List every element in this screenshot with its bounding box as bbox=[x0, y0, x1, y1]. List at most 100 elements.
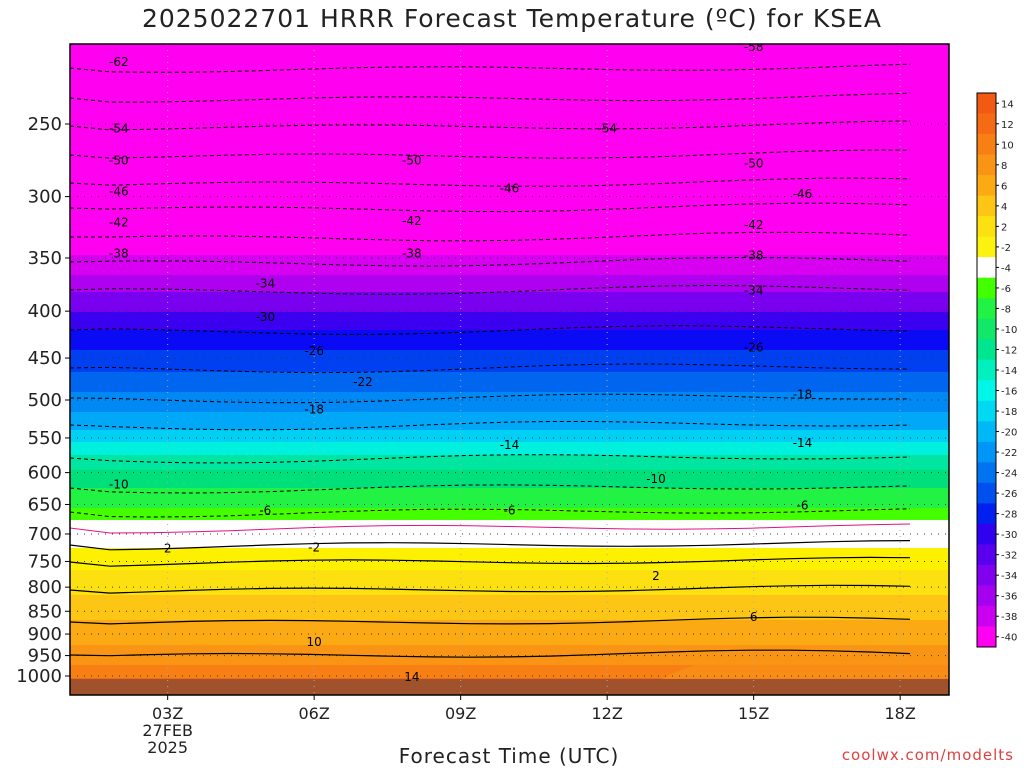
y-tick-label: 700 bbox=[28, 524, 62, 545]
colorbar-tick-label: -18 bbox=[1001, 407, 1017, 418]
contour-line bbox=[70, 584, 911, 594]
contour-label: -42 bbox=[744, 218, 764, 232]
colorbar-legend: 14 12 10 8 6 4 2 -2 -4 -6 -8 -10 -12 -14 -16 -18 -20 -22 -… bbox=[976, 92, 1017, 648]
colorbar-swatch bbox=[977, 154, 996, 176]
colorbar-tick-label: -20 bbox=[1001, 428, 1017, 439]
contour-label: 6 bbox=[750, 610, 758, 624]
contour-label: -46 bbox=[109, 184, 129, 198]
contour-lines bbox=[70, 63, 911, 658]
contour-labels: -62-58-54 -54-50 -50 -50-46 -46 -46-42 -42 -42-… bbox=[109, 40, 813, 684]
contour-label: -58 bbox=[744, 40, 764, 54]
contour-line bbox=[70, 284, 911, 295]
colorbar-tick-label: -34 bbox=[1001, 571, 1017, 582]
contour-label: -26 bbox=[744, 340, 764, 354]
contour-label: -54 bbox=[597, 122, 617, 136]
y-tick-label: 900 bbox=[28, 624, 62, 645]
colorbar-tick-label: -14 bbox=[1001, 366, 1017, 377]
temperature-band bbox=[70, 275, 949, 293]
contour-label: -6 bbox=[504, 504, 516, 518]
contour-label: -34 bbox=[256, 276, 276, 290]
colorbar-swatch bbox=[977, 236, 996, 258]
temperature-band bbox=[70, 442, 949, 456]
colorbar-swatch bbox=[977, 400, 996, 422]
contour-label: -34 bbox=[744, 284, 764, 298]
credit-link[interactable]: coolwx.com/modelts bbox=[841, 746, 1014, 764]
colorbar-tick-label: -26 bbox=[1001, 489, 1017, 500]
contour-label: -38 bbox=[402, 246, 422, 260]
y-tick-label: 550 bbox=[28, 428, 62, 449]
colorbar-swatch bbox=[977, 421, 996, 443]
y-tick-label: 250 bbox=[28, 114, 62, 135]
temperature-band bbox=[70, 330, 949, 351]
colorbar-tick-label: -2 bbox=[1001, 243, 1011, 254]
y-tick-label: 850 bbox=[28, 601, 62, 622]
colorbar-swatch bbox=[977, 216, 996, 238]
grid-lines bbox=[70, 44, 949, 695]
contour-label: -42 bbox=[402, 214, 422, 228]
colorbar-swatch bbox=[977, 626, 996, 648]
y-tick-label: 950 bbox=[28, 646, 62, 667]
contour-label: -62 bbox=[109, 55, 129, 69]
colorbar-tick-label: 14 bbox=[1001, 99, 1014, 110]
contour-label: -18 bbox=[793, 387, 813, 401]
colorbar-swatch bbox=[977, 195, 996, 217]
x-tick-label: 03Z bbox=[152, 704, 183, 723]
temperature-band bbox=[70, 255, 949, 276]
temperature-band bbox=[70, 470, 949, 489]
contour-line bbox=[70, 484, 911, 494]
colorbar-swatch bbox=[977, 257, 996, 279]
colorbar-swatch bbox=[977, 544, 996, 566]
y-tick-label: 500 bbox=[28, 390, 62, 411]
y-tick-label: 1000 bbox=[16, 666, 62, 687]
contour-label: -50 bbox=[402, 154, 422, 168]
contour-line bbox=[70, 421, 911, 431]
colorbar-tick-label: -28 bbox=[1001, 510, 1017, 521]
temperature-band bbox=[70, 455, 949, 471]
contour-line bbox=[70, 325, 911, 336]
colorbar-swatch bbox=[977, 564, 996, 586]
temperature-band bbox=[70, 312, 949, 331]
temperature-band bbox=[70, 520, 949, 546]
contour-line bbox=[70, 508, 911, 518]
plot-frame bbox=[69, 43, 950, 696]
colorbar-swatch bbox=[977, 277, 996, 299]
contour-label: 14 bbox=[404, 670, 419, 684]
contour-line bbox=[70, 202, 911, 213]
x-tick-sublabel: 27FEB bbox=[142, 721, 193, 740]
x-tick-label: 09Z bbox=[445, 704, 476, 723]
colorbar-swatch bbox=[977, 318, 996, 340]
contour-line bbox=[70, 92, 911, 103]
temperature-band bbox=[70, 545, 949, 549]
colorbar-tick-label: 12 bbox=[1001, 120, 1014, 131]
colorbar-swatch bbox=[977, 441, 996, 463]
contour-label: -26 bbox=[304, 344, 324, 358]
contour-label: -46 bbox=[793, 187, 813, 201]
contour-line bbox=[70, 393, 911, 404]
colorbar-tick-label: 4 bbox=[1001, 202, 1007, 213]
temperature-band bbox=[70, 412, 949, 431]
contour-line bbox=[70, 540, 911, 551]
x-axis-label: Forecast Time (UTC) bbox=[398, 744, 620, 768]
contour-label: 10 bbox=[307, 635, 322, 649]
y-tick-label: 300 bbox=[28, 187, 62, 208]
temperature-band bbox=[70, 372, 949, 393]
contour-label: -2 bbox=[308, 540, 320, 554]
y-tick-label: 800 bbox=[28, 577, 62, 598]
colorbar-swatch bbox=[977, 462, 996, 484]
colorbar-tick-label: -16 bbox=[1001, 387, 1017, 398]
x-tick-label: 06Z bbox=[299, 704, 330, 723]
contour-label: -38 bbox=[744, 249, 764, 263]
contour-label: -6 bbox=[259, 504, 271, 518]
colorbar-tick-label: -4 bbox=[1001, 263, 1011, 274]
temperature-band bbox=[70, 548, 949, 571]
contour-label: -10 bbox=[109, 477, 129, 491]
colorbar-tick-label: -30 bbox=[1001, 530, 1017, 541]
contour-label: 2 bbox=[164, 541, 172, 555]
y-tick-label: 400 bbox=[28, 301, 62, 322]
colorbar-tick-label: -22 bbox=[1001, 448, 1017, 459]
temperature-band bbox=[70, 518, 949, 521]
x-tick-label: 15Z bbox=[738, 704, 769, 723]
colorbar-tick-label: -12 bbox=[1001, 345, 1017, 356]
